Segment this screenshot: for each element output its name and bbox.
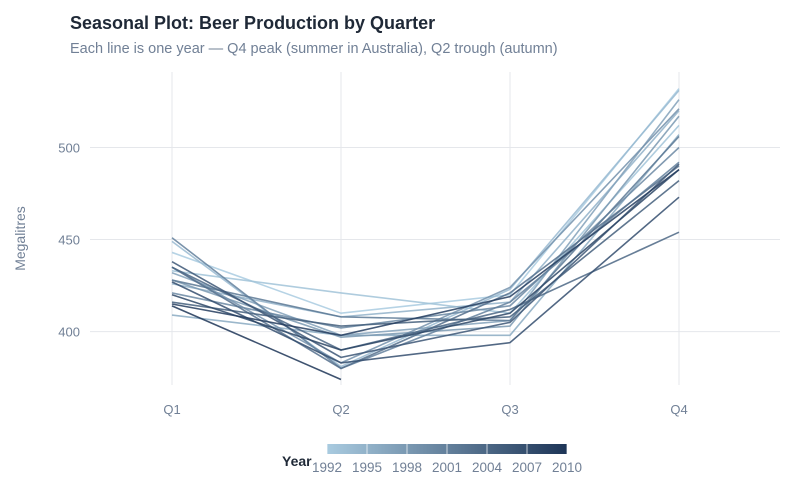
chart-subtitle: Each line is one year — Q4 peak (summer … bbox=[70, 41, 558, 57]
y-tick-label: 450 bbox=[58, 233, 80, 248]
series-line-2006 bbox=[171, 163, 680, 359]
chart-title: Seasonal Plot: Beer Production by Quarte… bbox=[70, 13, 436, 33]
y-axis-label: Megalitres bbox=[12, 206, 28, 271]
series-line-2000 bbox=[171, 146, 680, 329]
x-tick-label: Q1 bbox=[163, 402, 180, 417]
series-line-1995 bbox=[171, 110, 680, 318]
x-tick-label: Q2 bbox=[332, 402, 349, 417]
colorbar-tick-label: 1992 bbox=[312, 460, 342, 475]
series-line-2009 bbox=[171, 168, 680, 337]
y-tick-label: 500 bbox=[58, 140, 80, 155]
series-line-2002 bbox=[171, 135, 680, 322]
legend-title: Year bbox=[282, 453, 312, 469]
colorbar-tick-label: 1995 bbox=[352, 460, 382, 475]
series-line-2001 bbox=[171, 161, 680, 370]
colorbar-tick-label: 2010 bbox=[552, 460, 582, 475]
colorbar-tick-label: 2004 bbox=[472, 460, 503, 475]
series-line-2005 bbox=[171, 180, 680, 327]
x-tick-label: Q4 bbox=[670, 402, 687, 417]
series-line-2008 bbox=[171, 168, 680, 351]
series-line-2010 bbox=[171, 305, 342, 381]
x-tick-label: Q3 bbox=[501, 402, 518, 417]
y-tick-label: 400 bbox=[58, 325, 80, 340]
colorbar-tick-label: 2001 bbox=[432, 460, 462, 475]
colorbar-tick-label: 2007 bbox=[512, 460, 542, 475]
series-line-2003 bbox=[171, 165, 680, 370]
series-line-1992 bbox=[171, 88, 680, 315]
series-line-1993 bbox=[171, 124, 680, 315]
series-line-1997 bbox=[171, 99, 680, 337]
colorbar-tick-label: 1998 bbox=[392, 460, 422, 475]
series-line-1999 bbox=[171, 108, 680, 364]
